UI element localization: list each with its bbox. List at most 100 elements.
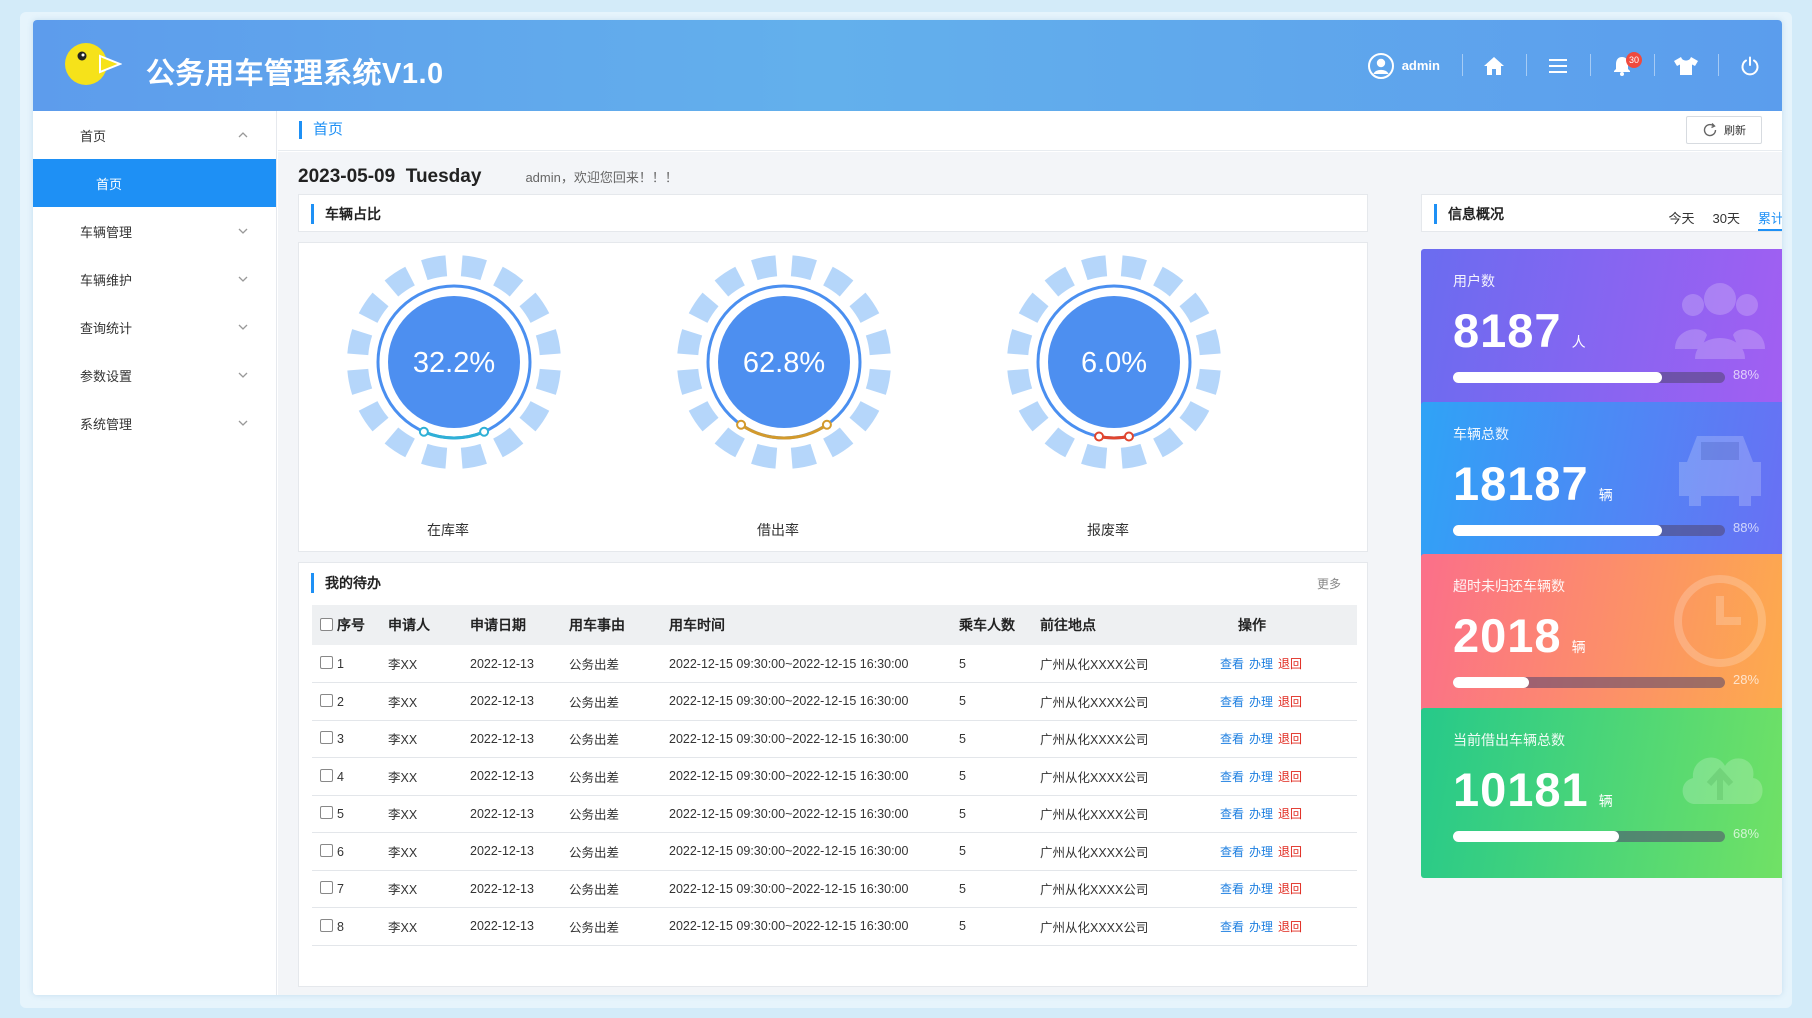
refresh-button[interactable]: 刷新 <box>1686 116 1762 144</box>
handle-link[interactable]: 办理 <box>1249 807 1274 822</box>
gauge-ring-segment <box>1153 266 1184 297</box>
return-link[interactable]: 退回 <box>1278 769 1303 784</box>
handle-link[interactable]: 办理 <box>1249 657 1274 671</box>
row-checkbox[interactable] <box>320 806 333 820</box>
table-row[interactable]: 1 李XX 2022-12-13 公务出差 2022-12-15 09:30:00~20… <box>312 645 1357 683</box>
sidebar-item-vehicle-management[interactable]: 车辆管理 <box>33 207 276 255</box>
gauge-ring-segment <box>1081 255 1108 281</box>
gauge-ring-segment <box>1081 443 1108 469</box>
row-checkbox[interactable] <box>320 843 333 857</box>
notifications-button[interactable]: 30 <box>1590 20 1654 111</box>
menu-button[interactable] <box>1526 20 1590 111</box>
stat-card-title: 车辆总数 <box>1453 426 1509 442</box>
row-checkbox[interactable] <box>320 918 333 932</box>
row-date: 2022-12-13 <box>470 769 534 784</box>
tab-cumulative[interactable]: 累计 <box>1757 208 1782 231</box>
row-checkbox[interactable] <box>320 693 333 707</box>
row-no: 2 <box>337 694 344 709</box>
row-reason: 公务出差 <box>569 658 620 672</box>
row-checkbox[interactable] <box>320 881 333 895</box>
row-no: 1 <box>337 657 344 671</box>
view-link[interactable]: 查看 <box>1220 807 1245 822</box>
table-row[interactable]: 7 李XX 2022-12-13 公务出差 2022-12-15 09:30:00~20… <box>312 870 1357 908</box>
select-all-checkbox[interactable] <box>320 618 333 631</box>
view-link[interactable]: 查看 <box>1220 657 1245 671</box>
row-applicant: 李XX <box>388 733 418 748</box>
table-row[interactable]: 8 李XX 2022-12-13 公务出差 2022-12-15 09:30:00~20… <box>312 907 1357 946</box>
gauge-ring-segment <box>823 266 854 297</box>
username: admin <box>1401 58 1440 73</box>
table-row[interactable]: 3 李XX 2022-12-13 公务出差 2022-12-15 09:30:00~20… <box>312 720 1357 758</box>
gauge-ring-segment <box>1044 266 1075 297</box>
handle-link[interactable]: 办理 <box>1249 844 1274 859</box>
current-date: 2023-05-09 Tuesday <box>298 166 482 187</box>
row-date: 2022-12-13 <box>470 806 534 821</box>
row-actions: 查看 办理 退回 <box>1220 645 1357 683</box>
more-link[interactable]: 更多 <box>1316 577 1341 591</box>
return-link[interactable]: 退回 <box>1278 732 1303 747</box>
sidebar-subitem-home[interactable]: 首页 <box>33 159 276 207</box>
row-checkbox[interactable] <box>320 768 333 782</box>
view-link[interactable]: 查看 <box>1220 732 1245 747</box>
breadcrumb-home[interactable]: 首页 <box>299 121 343 139</box>
handle-link[interactable]: 办理 <box>1249 732 1274 747</box>
view-link[interactable]: 查看 <box>1220 769 1245 784</box>
row-checkbox[interactable] <box>320 656 333 669</box>
return-link[interactable]: 退回 <box>1278 844 1303 859</box>
gauge-ring-segment <box>1044 427 1075 458</box>
stat-card-3[interactable]: 超时未归还车辆数 2018 辆 28% <box>1421 554 1782 724</box>
sidebar-item-system-management[interactable]: 系统管理 <box>33 399 276 447</box>
return-link[interactable]: 退回 <box>1278 694 1303 709</box>
info-overview-header: 信息概况 今天 30天 累计 <box>1421 194 1782 232</box>
row-no: 8 <box>337 919 344 934</box>
user-menu[interactable]: admin <box>1367 52 1462 79</box>
return-link[interactable]: 退回 <box>1278 807 1303 822</box>
stat-card-2[interactable]: 车辆总数 18187 辆 88% <box>1421 402 1782 572</box>
table-row[interactable]: 4 李XX 2022-12-13 公务出差 2022-12-15 09:30:00~20… <box>312 757 1357 796</box>
gauge-ring-segment <box>790 255 817 281</box>
stat-card-4[interactable]: 当前借出车辆总数 10181 辆 68% <box>1421 708 1782 878</box>
gauge-label: 报废率 <box>1087 522 1129 538</box>
logout-button[interactable] <box>1718 20 1782 111</box>
gauge-value: 6.0% <box>1081 347 1147 379</box>
row-reason: 公务出差 <box>569 695 620 710</box>
gauge-ring-segment <box>493 266 524 297</box>
view-link[interactable]: 查看 <box>1220 919 1245 934</box>
stat-card-progress-fill <box>1453 525 1663 536</box>
return-link[interactable]: 退回 <box>1278 919 1303 934</box>
return-link[interactable]: 退回 <box>1278 657 1303 671</box>
view-link[interactable]: 查看 <box>1220 844 1245 859</box>
sidebar-item-vehicle-maintenance[interactable]: 车辆维护 <box>33 255 276 303</box>
handle-link[interactable]: 办理 <box>1249 919 1274 934</box>
row-people: 5 <box>959 694 966 709</box>
welcome-message: admin，欢迎您回来！！！ <box>525 170 678 185</box>
theme-button[interactable] <box>1654 20 1718 111</box>
gauge-ring-segment <box>823 427 854 458</box>
sidebar-item-parameter-settings[interactable]: 参数设置 <box>33 351 276 399</box>
row-actions: 查看 办理 退回 <box>1220 870 1357 908</box>
view-link[interactable]: 查看 <box>1220 694 1245 709</box>
table-row[interactable]: 2 李XX 2022-12-13 公务出差 2022-12-15 09:30:00~20… <box>312 682 1357 721</box>
tab-30-days[interactable]: 30天 <box>1712 211 1740 226</box>
gauge-ring-segment <box>1179 292 1210 323</box>
tab-today[interactable]: 今天 <box>1668 211 1695 226</box>
handle-link[interactable]: 办理 <box>1249 694 1274 709</box>
return-link[interactable]: 退回 <box>1278 882 1303 897</box>
gauge-ring-segment <box>849 292 880 323</box>
home-button[interactable] <box>1462 20 1526 111</box>
table-row[interactable]: 6 李XX 2022-12-13 公务出差 2022-12-15 09:30:00~20… <box>312 832 1357 871</box>
handle-link[interactable]: 办理 <box>1249 769 1274 784</box>
row-reason: 公务出差 <box>569 770 620 785</box>
table-row[interactable]: 5 李XX 2022-12-13 公务出差 2022-12-15 09:30:00~20… <box>312 795 1357 833</box>
stat-card-1[interactable]: 用户数 8187 人 88% <box>1421 249 1782 419</box>
sidebar-item-query-statistics[interactable]: 查询统计 <box>33 303 276 351</box>
gauge-ring-segment <box>865 368 891 395</box>
handle-link[interactable]: 办理 <box>1249 882 1274 897</box>
row-date: 2022-12-13 <box>470 881 534 896</box>
sidebar-item-home[interactable]: 首页 <box>33 111 276 159</box>
stat-card-percent: 28% <box>1733 672 1760 687</box>
row-reason: 公务出差 <box>569 808 620 823</box>
row-checkbox[interactable] <box>320 731 333 745</box>
view-link[interactable]: 查看 <box>1220 882 1245 897</box>
col-date: 申请日期 <box>470 617 526 633</box>
